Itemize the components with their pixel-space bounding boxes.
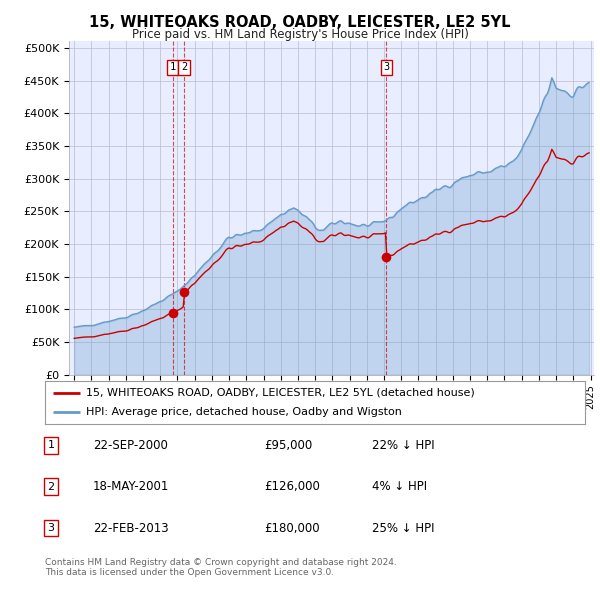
Text: 2: 2: [181, 63, 187, 73]
Text: £126,000: £126,000: [264, 480, 320, 493]
Text: 3: 3: [383, 63, 389, 73]
Text: 18-MAY-2001: 18-MAY-2001: [93, 480, 169, 493]
Text: 1: 1: [47, 441, 55, 450]
Text: 22% ↓ HPI: 22% ↓ HPI: [372, 439, 434, 452]
Text: 1: 1: [169, 63, 176, 73]
Text: Contains HM Land Registry data © Crown copyright and database right 2024.
This d: Contains HM Land Registry data © Crown c…: [45, 558, 397, 577]
Text: 4% ↓ HPI: 4% ↓ HPI: [372, 480, 427, 493]
Text: 25% ↓ HPI: 25% ↓ HPI: [372, 522, 434, 535]
Text: Price paid vs. HM Land Registry's House Price Index (HPI): Price paid vs. HM Land Registry's House …: [131, 28, 469, 41]
Text: £95,000: £95,000: [264, 439, 312, 452]
Text: 3: 3: [47, 523, 55, 533]
Text: 15, WHITEOAKS ROAD, OADBY, LEICESTER, LE2 5YL: 15, WHITEOAKS ROAD, OADBY, LEICESTER, LE…: [89, 15, 511, 30]
Text: HPI: Average price, detached house, Oadby and Wigston: HPI: Average price, detached house, Oadb…: [86, 407, 401, 417]
Text: 2: 2: [47, 482, 55, 491]
Text: 22-FEB-2013: 22-FEB-2013: [93, 522, 169, 535]
Text: £180,000: £180,000: [264, 522, 320, 535]
Text: 22-SEP-2000: 22-SEP-2000: [93, 439, 168, 452]
Text: 15, WHITEOAKS ROAD, OADBY, LEICESTER, LE2 5YL (detached house): 15, WHITEOAKS ROAD, OADBY, LEICESTER, LE…: [86, 388, 474, 398]
